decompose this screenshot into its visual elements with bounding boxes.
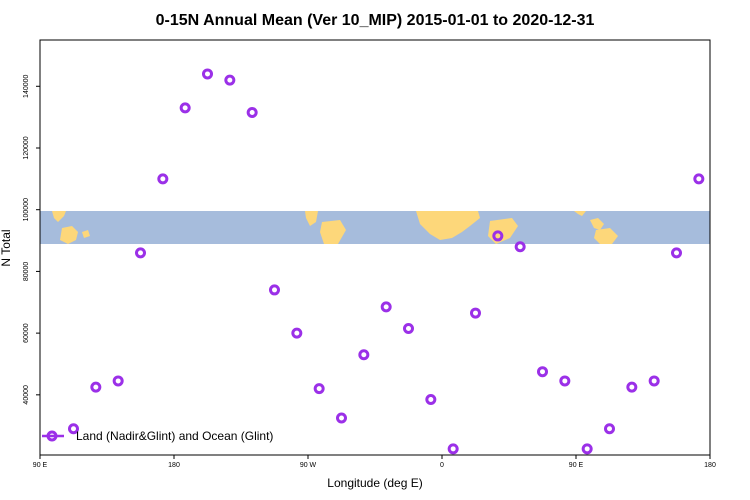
data-point: [224, 74, 236, 86]
y-tick-label: 60000: [23, 323, 30, 343]
data-point: [269, 284, 280, 296]
data-point: [358, 349, 370, 361]
y-tick-label: 80000: [23, 262, 30, 282]
data-point: [336, 412, 347, 424]
data-point: [447, 443, 459, 455]
data-point: [68, 423, 79, 435]
data-point: [604, 423, 615, 435]
x-axis: 90 E 180 90 W 0 90 E 180: [33, 455, 716, 469]
data-point: [581, 443, 593, 455]
data-point: [492, 230, 504, 242]
land-indonesia-b: [594, 228, 618, 244]
x-axis-label: Longitude (deg E): [327, 476, 422, 490]
land-indonesia: [60, 226, 78, 244]
data-point: [403, 322, 414, 334]
data-point: [246, 107, 258, 119]
data-point: [291, 327, 303, 339]
data-point: [90, 381, 102, 393]
land-south-america: [320, 220, 346, 244]
legend-label: Land (Nadir&Glint) and Ocean (Glint): [76, 429, 273, 443]
land-island-a: [82, 230, 90, 238]
data-point: [671, 247, 682, 259]
land-asia-north: [52, 211, 66, 222]
land-south-asia: [574, 211, 586, 216]
y-axis: 40000 60000 80000 100000 120000 140000: [23, 74, 40, 405]
x-tick-label: 90 E: [569, 462, 584, 469]
land-central-america: [305, 211, 318, 226]
x-tick-label: 90 E: [33, 462, 48, 469]
data-point: [425, 393, 437, 405]
data-point: [112, 375, 124, 387]
data-point: [157, 173, 169, 185]
legend: Land (Nadir&Glint) and Ocean (Glint): [42, 429, 273, 443]
x-tick-label: 180: [168, 462, 180, 469]
data-point: [648, 375, 660, 387]
y-tick-label: 140000: [23, 74, 30, 97]
land-southeast-asia: [590, 218, 604, 230]
data-point: [626, 381, 638, 393]
data-point: [470, 307, 481, 319]
y-tick-label: 100000: [23, 198, 30, 221]
data-point: [135, 247, 146, 259]
legend-marker: [46, 430, 58, 442]
world-map-band: [40, 211, 710, 244]
data-point: [514, 241, 526, 253]
data-points: [68, 68, 705, 455]
data-point: [202, 68, 213, 80]
x-tick-label: 0: [440, 462, 444, 469]
y-axis-label: N Total: [0, 229, 13, 266]
data-point: [537, 366, 548, 378]
y-tick-label: 120000: [23, 136, 30, 159]
data-point: [693, 173, 705, 185]
y-tick-label: 40000: [23, 385, 30, 405]
data-point: [559, 375, 571, 387]
x-tick-label: 90 W: [300, 462, 317, 469]
plot-frame: [39, 39, 711, 456]
land-africa: [416, 211, 480, 240]
data-point: [179, 102, 191, 114]
chart-title: 0-15N Annual Mean (Ver 10_MIP) 2015-01-0…: [156, 12, 595, 29]
data-point: [380, 301, 392, 313]
data-point: [313, 383, 325, 395]
x-tick-label: 180: [704, 462, 716, 469]
